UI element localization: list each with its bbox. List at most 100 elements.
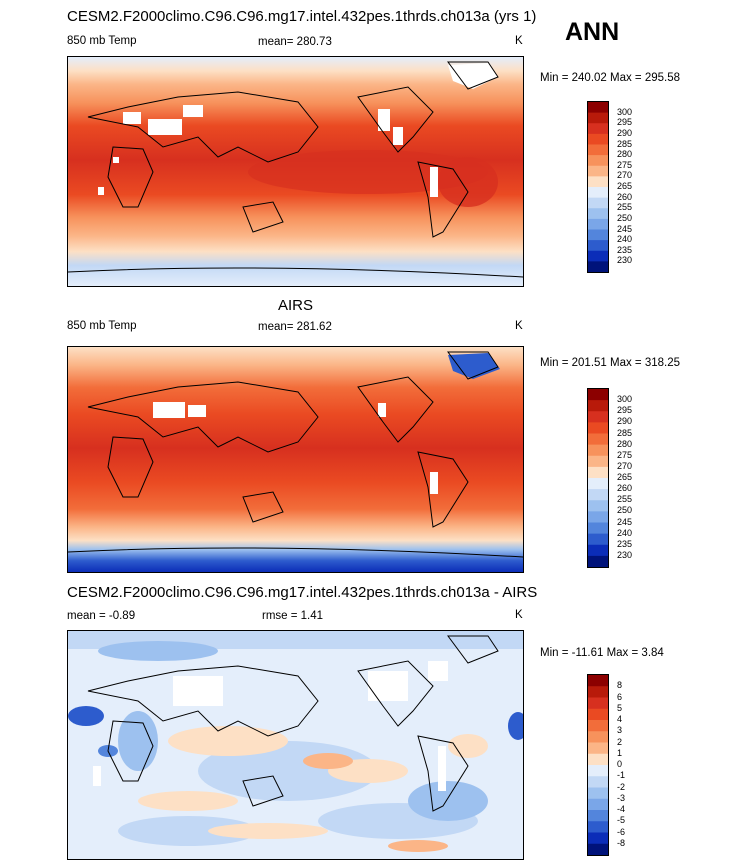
- colorbar-swatch: [588, 843, 608, 855]
- colorbar-tick-label: 230: [617, 255, 633, 266]
- colorbar-tick-label: -4: [617, 804, 626, 814]
- colorbar-swatch: [588, 544, 608, 557]
- colorbar-tick-label: 280: [617, 149, 633, 160]
- colorbar-swatch: [588, 511, 608, 523]
- colorbar-swatch: [588, 176, 608, 188]
- colorbar-swatch: [588, 675, 608, 687]
- colorbar-swatch: [588, 478, 608, 490]
- colorbar-swatch: [588, 533, 608, 546]
- colorbar-swatch: [588, 821, 608, 833]
- panel3-title: CESM2.F2000climo.C96.C96.mg17.intel.432p…: [67, 584, 538, 601]
- colorbar-swatch: [588, 832, 608, 845]
- colorbar-swatch: [588, 731, 608, 743]
- colorbar-swatch: [588, 133, 608, 145]
- panel2-title: AIRS: [278, 297, 314, 314]
- colorbar-swatch: [588, 144, 608, 156]
- colorbar-swatch: [588, 787, 608, 800]
- colorbar-tick-label: -2: [617, 781, 626, 792]
- colorbar-swatch: [588, 444, 608, 457]
- colorbar-tick-label: -1: [617, 770, 626, 781]
- colorbar-tick-label: 5: [617, 702, 623, 713]
- colorbar-swatch: [588, 218, 608, 230]
- colorbar-swatch: [588, 261, 608, 272]
- colorbar-swatch: [588, 489, 608, 501]
- colorbar-swatch: [588, 229, 608, 241]
- colorbar-swatch: [588, 522, 608, 535]
- colorbar-swatch: [588, 810, 608, 822]
- panel1-map: [67, 56, 524, 287]
- colorbar-tick-label: 295: [617, 117, 633, 128]
- colorbar-tick-label: -5: [617, 815, 626, 826]
- colorbar-swatch: [588, 720, 608, 732]
- colorbar-swatch: [588, 187, 608, 199]
- colorbar-tick-label: 275: [617, 159, 633, 170]
- panel3-units: K: [515, 609, 523, 621]
- panel3-rmse: rmse = 1.41: [262, 610, 324, 622]
- panel2-units: K: [515, 320, 523, 332]
- colorbar-tick-label: 8: [617, 680, 623, 691]
- colorbar-swatch: [588, 433, 608, 446]
- colorbar-swatch: [588, 466, 608, 479]
- colorbar-tick-label: 260: [617, 483, 633, 494]
- colorbar-tick-label: 245: [617, 516, 633, 527]
- colorbar-tick-label: 285: [617, 427, 633, 438]
- colorbar-tick-label: 250: [617, 505, 633, 516]
- colorbar-tick-label: 300: [617, 394, 633, 405]
- colorbar-swatch: [588, 708, 608, 721]
- colorbar-tick-label: 255: [617, 202, 633, 213]
- colorbar-tick-label: 295: [617, 405, 633, 416]
- colorbar-swatch: [588, 500, 608, 512]
- panel1-units: K: [515, 35, 523, 47]
- colorbar-tick-label: 1: [617, 747, 623, 758]
- panel2-variable: 850 mb Temp: [67, 320, 137, 332]
- colorbar-tick-label: 255: [617, 494, 633, 505]
- panel2-range: Min = 201.51 Max = 318.25: [540, 357, 681, 369]
- colorbar-swatch: [588, 555, 608, 567]
- colorbar-swatch: [588, 389, 608, 401]
- panel2-map: [67, 346, 524, 573]
- colorbar-tick-label: 2: [617, 736, 623, 747]
- colorbar-swatch: [588, 240, 608, 252]
- colorbar-tick-label: 230: [617, 549, 633, 560]
- colorbar-tick-label: 300: [617, 106, 633, 117]
- colorbar-tick-label: 250: [617, 212, 633, 223]
- colorbar-tick-label: 4: [617, 714, 623, 724]
- panel3-map: [67, 630, 524, 860]
- colorbar-tick-label: -6: [617, 826, 626, 837]
- colorbar-tick-label: 235: [617, 244, 633, 255]
- colorbar-swatch: [588, 411, 608, 423]
- colorbar-tick-label: 6: [617, 691, 623, 702]
- panel2-mean: mean= 281.62: [258, 321, 332, 333]
- colorbar-tick-label: 280: [617, 438, 633, 449]
- colorbar-swatch: [588, 697, 608, 710]
- colorbar-tick-label: 290: [617, 127, 633, 138]
- panel1-colorbar: [587, 101, 609, 273]
- colorbar-swatch: [588, 753, 608, 766]
- panel1-title: CESM2.F2000climo.C96.C96.mg17.intel.432p…: [67, 8, 537, 25]
- colorbar-tick-label: 290: [617, 416, 633, 427]
- colorbar-swatch: [588, 798, 608, 811]
- colorbar-tick-label: 275: [617, 449, 633, 460]
- colorbar-tick-label: -8: [617, 837, 626, 848]
- panel3-range: Min = -11.61 Max = 3.84: [540, 647, 664, 659]
- colorbar-swatch: [588, 400, 608, 412]
- colorbar-swatch: [588, 102, 608, 114]
- colorbar-tick-label: 0: [617, 759, 623, 769]
- colorbar-swatch: [588, 455, 608, 468]
- panel1-range: Min = 240.02 Max = 295.58: [540, 72, 681, 84]
- colorbar-tick-label: 235: [617, 538, 633, 549]
- colorbar-swatch: [588, 165, 608, 177]
- colorbar-swatch: [588, 776, 608, 788]
- colorbar-swatch: [588, 686, 608, 698]
- colorbar-tick-label: 265: [617, 181, 633, 191]
- colorbar-tick-label: 3: [617, 725, 623, 736]
- colorbar-swatch: [588, 112, 608, 124]
- colorbar-tick-label: 270: [617, 460, 633, 471]
- colorbar-tick-label: 260: [617, 191, 633, 202]
- colorbar-swatch: [588, 422, 608, 434]
- colorbar-swatch: [588, 123, 608, 135]
- colorbar-tick-label: 270: [617, 170, 633, 181]
- colorbar-tick-label: 265: [617, 472, 633, 482]
- colorbar-tick-label: 245: [617, 223, 633, 234]
- panel1-mean: mean= 280.73: [258, 36, 332, 48]
